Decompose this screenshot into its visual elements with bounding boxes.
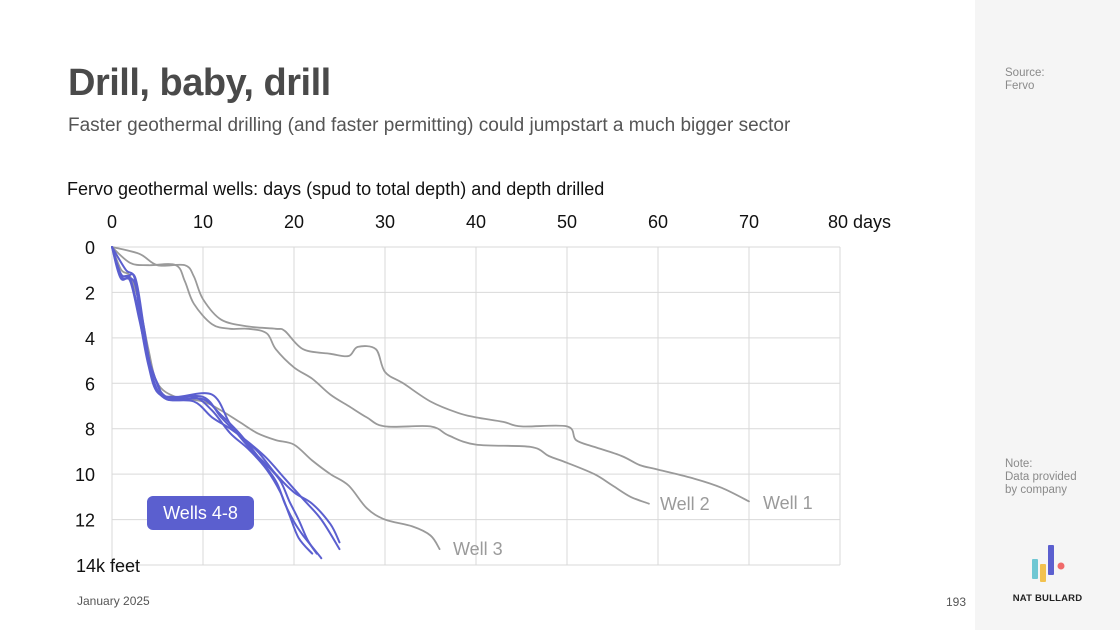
- page-number: 193: [946, 595, 967, 609]
- y-tick-label-1: 2: [85, 283, 95, 303]
- series-line-well-6: [111, 246, 314, 555]
- y-tick-label-5: 10: [75, 465, 95, 485]
- x-tick-label-0: 0: [107, 212, 117, 232]
- y-tick-label-4: 8: [85, 420, 95, 440]
- series-line-well-2: [111, 246, 650, 505]
- wells-4-8-text: Wells 4-8: [163, 503, 238, 523]
- x-tick-label-1: 10: [193, 212, 213, 232]
- y-tick-label-3: 6: [85, 374, 95, 394]
- label-well-2: Well 2: [660, 494, 710, 514]
- label-well-3: Well 3: [453, 539, 503, 559]
- chart-grid: [111, 246, 841, 566]
- x-tick-label-2: 20: [284, 212, 304, 232]
- brand-logo: NAT BULLARD: [975, 540, 1120, 610]
- y-tick-label-7: 14k feet: [76, 556, 140, 576]
- x-tick-label-4: 40: [466, 212, 486, 232]
- page-title: Drill, baby, drill: [68, 62, 331, 104]
- y-axis-ticks: 0 2 4 6 8 10 12 14k feet: [75, 238, 140, 576]
- sidebar: Source: Fervo Note: Data provided by com…: [975, 0, 1120, 630]
- label-well-1: Well 1: [763, 493, 813, 513]
- x-tick-label-6: 60: [648, 212, 668, 232]
- depth-vs-days-chart: 0 10 20 30 40 50 60 70 80 days 0 2 4 6 8 10 12 14k feet…: [75, 212, 891, 576]
- label-wells-4-8: Wells 4-8: [147, 496, 254, 530]
- x-tick-label-8: 80 days: [828, 212, 891, 232]
- well-lines: [111, 246, 750, 560]
- x-axis-ticks: 0 10 20 30 40 50 60 70 80 days: [107, 212, 891, 232]
- series-line-well-8: [111, 246, 318, 555]
- chart-title: Fervo geothermal wells: days (spud to to…: [67, 179, 605, 199]
- y-tick-label-6: 12: [75, 511, 95, 531]
- x-tick-label-3: 30: [375, 212, 395, 232]
- source-note: Source: Fervo: [1005, 67, 1045, 92]
- brand-name: NAT BULLARD: [1012, 593, 1083, 604]
- data-note: Note: Data provided by company: [1005, 458, 1077, 496]
- series-line-well-1: [111, 246, 750, 503]
- y-tick-label-2: 4: [85, 329, 95, 349]
- bar-logo-icon: [1032, 545, 1065, 582]
- chart-annotations: Well 1 Well 2 Well 3 Wells 4-8: [147, 493, 813, 559]
- x-tick-label-7: 70: [739, 212, 759, 232]
- footer-date: January 2025: [77, 594, 150, 608]
- x-tick-label-5: 50: [557, 212, 577, 232]
- page-subtitle: Faster geothermal drilling (and faster p…: [68, 115, 791, 136]
- y-tick-label-0: 0: [85, 238, 95, 258]
